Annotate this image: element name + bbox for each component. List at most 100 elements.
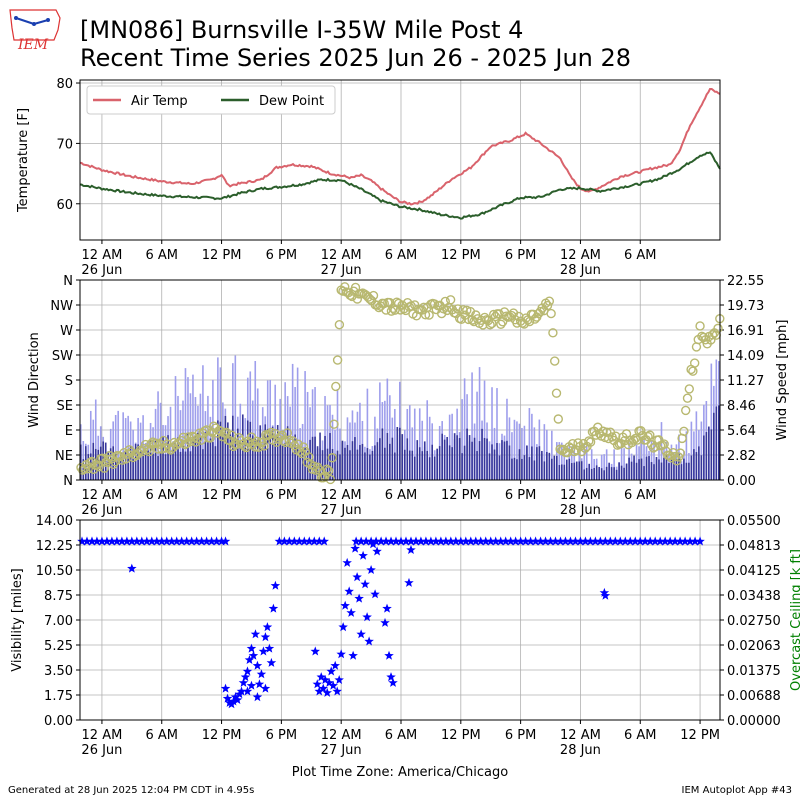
wind-xtick-label: 6 AM [145,488,178,503]
wind-speed-tick-label: 16.91 [727,324,764,339]
wind-xtick-label: 12 PM [202,488,242,503]
wind-gust-bar [695,411,698,480]
wind-speed-bar [630,461,633,480]
visibility-point [216,536,227,546]
wind-speed-bar [560,464,563,480]
visibility-point [635,536,645,546]
wind-speed-bar [197,432,199,480]
wind-speed-bar [708,426,710,480]
visibility-point [401,536,411,546]
wind-speed-bar [526,445,528,480]
wind-speed-bar [613,467,615,480]
temp-ytick-label: 80 [56,77,73,92]
visibility-point [191,536,202,546]
visibility-point [625,536,635,546]
visibility-point [376,536,386,546]
wind-speed-bar [703,435,705,480]
wind-speed-bar [456,435,458,480]
vis-ytick-label: 14.00 [36,514,73,529]
visibility-point [224,697,235,707]
wind-speed-bar [329,433,331,480]
visibility-point [314,686,324,696]
wind-gust-bar [408,405,411,480]
visibility-point [266,657,277,667]
wind-speed-bar [411,450,414,480]
wind-speed-bar [321,450,324,480]
visibility-point [137,536,147,546]
wind-speed-bar [379,438,381,480]
wind-direction-point [542,300,553,311]
wind-speed-bar [319,432,321,480]
vis-ytick-label: 7.00 [44,614,73,629]
wind-dir-tick-label: S [65,374,73,389]
wind-speed-bar [501,440,503,480]
visibility-point [358,550,368,560]
wind-speed-bar [269,433,272,480]
visibility-point [328,680,338,690]
visibility-point [575,536,586,546]
wind-speed-bar [301,451,304,480]
wind-speed-bar [139,450,142,480]
wind-direction-point [695,321,705,331]
wind-direction-point [585,437,596,447]
wind-speed-bar [451,447,453,480]
wind-speed-bar [356,449,359,480]
wind-speed-bar [341,440,344,480]
wind-gust-bar [463,378,466,480]
ceiling-ytick-label: 0.03438 [727,589,781,604]
wind-speed-bar [246,420,249,480]
wind-speed-bar [588,463,591,480]
wind-speed-bar [202,449,204,480]
wind-speed-bar [583,469,586,480]
wind-direction-point [602,427,612,437]
wind-speed-bar [441,433,443,480]
visibility-point [362,612,372,622]
wind-speed-bar [693,449,695,480]
temp-ytick-label: 60 [56,198,73,213]
vis-panel-frame [79,519,721,721]
visibility-point [346,607,356,617]
wind-gust-bar [192,374,194,480]
visibility-point [436,536,446,546]
visibility-point [372,546,382,556]
wind-speed-bar [670,453,673,480]
wind-speed-bar [633,455,635,480]
wind-speed-bar [508,445,511,480]
visibility-point [406,536,416,546]
wind-speed-bar [556,455,558,480]
wind-gust-bar [623,448,625,480]
visibility-point [181,536,192,546]
wind-speed-bar [354,437,356,480]
visibility-point [356,536,366,546]
visibility-point [650,536,660,546]
footer-app-label: IEM Autoplot App #43 [681,785,792,796]
wind-speed-bar [645,456,648,480]
wind-speed-bar [194,435,197,480]
wind-speed-bar [184,451,187,480]
wind-speed-bar [331,449,334,480]
visibility-point [386,536,396,546]
wind-speed-bar [643,466,645,480]
wind-gust-bar [620,441,623,480]
wind-gust-bar [356,411,359,480]
wind-gust-bar [311,389,314,480]
wind-speed-bar [446,436,448,480]
wind-speed-bar [521,458,523,480]
wind-direction-point [682,393,693,403]
wind-speed-bar [565,459,568,480]
visibility-point [254,679,265,689]
wind-direction-point [569,446,580,457]
wind-gust-bar [640,436,643,480]
wind-speed-bar [466,428,468,480]
wind-gust-bar [513,419,516,480]
wind-xtick-label: 6 PM [505,488,536,503]
wind-gust-bar [234,355,237,480]
visibility-point [167,536,177,546]
wind-direction-point [546,308,556,319]
wind-speed-bar [389,443,391,480]
wind-speed-bar [418,447,421,480]
wind-speed-bar [610,467,613,480]
visibility-point [431,536,441,546]
wind-speed-bar [690,455,693,480]
wind-speed-bar [164,454,167,480]
